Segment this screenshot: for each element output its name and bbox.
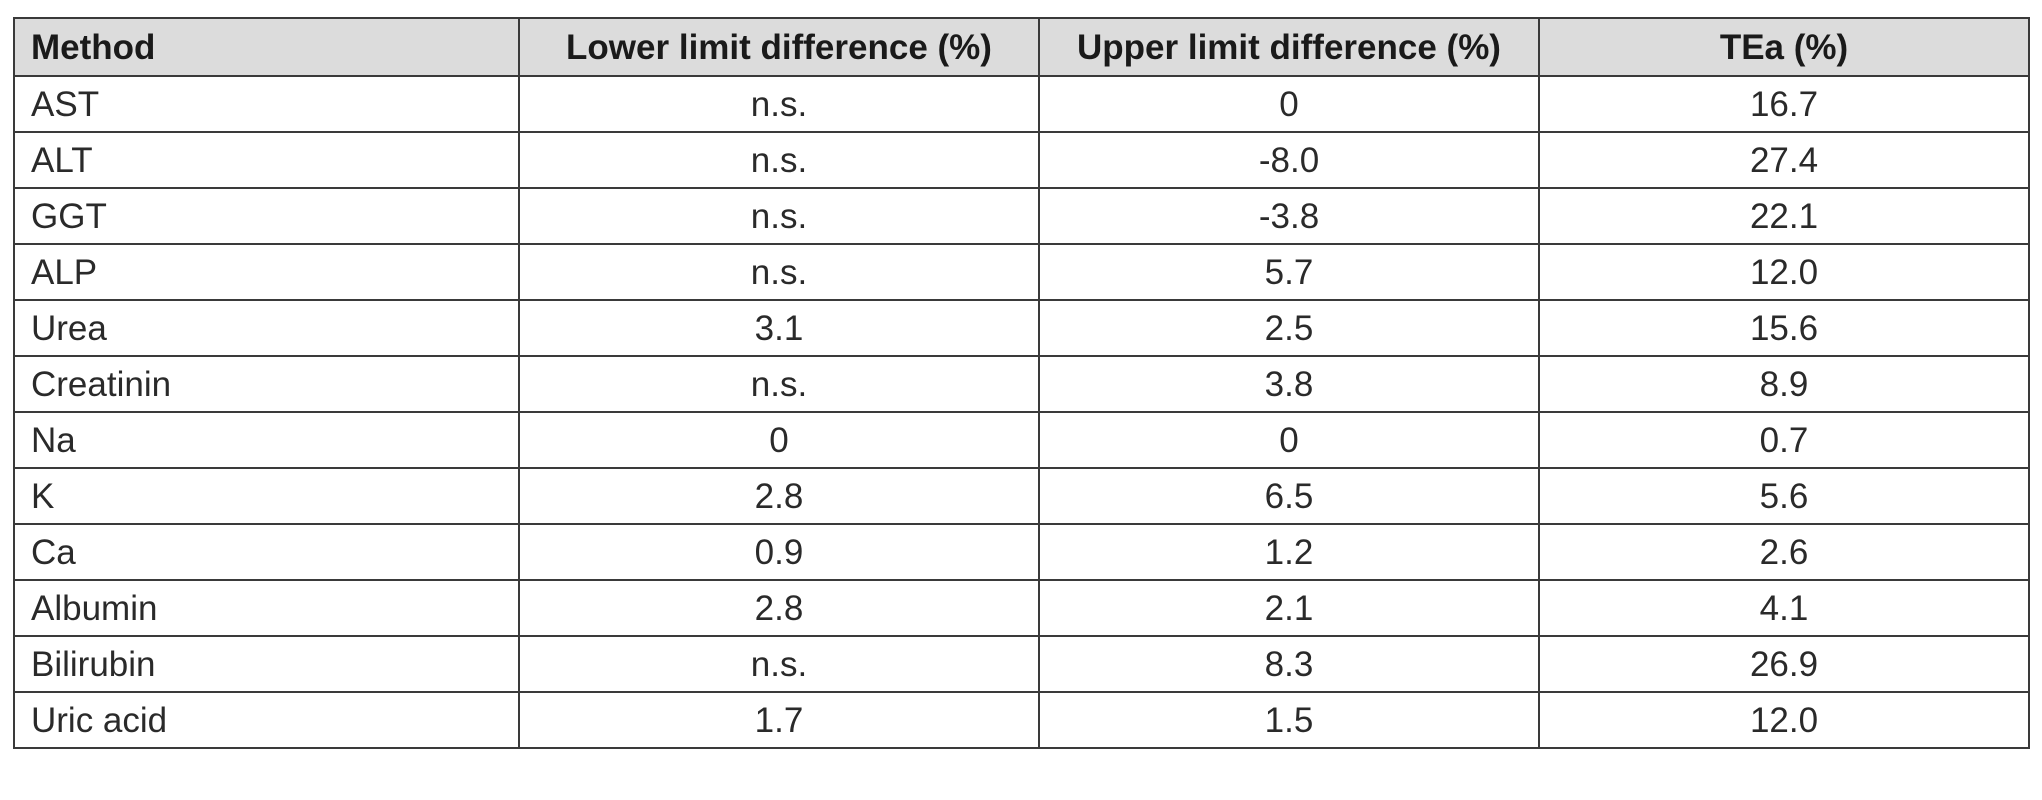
- table-row: ALP n.s. 5.7 12.0: [13, 243, 2030, 301]
- cell-method: Uric acid: [13, 691, 520, 749]
- cell-tea: 22.1: [1538, 187, 2030, 245]
- cell-tea: 16.7: [1538, 75, 2030, 133]
- cell-upper-limit: 3.8: [1038, 355, 1540, 413]
- table-header-row: Method Lower limit difference (%) Upper …: [13, 17, 2030, 77]
- cell-method: ALP: [13, 243, 520, 301]
- cell-upper-limit: 1.2: [1038, 523, 1540, 581]
- cell-method: GGT: [13, 187, 520, 245]
- cell-tea: 4.1: [1538, 579, 2030, 637]
- header-tea: TEa (%): [1538, 17, 2030, 77]
- cell-tea: 8.9: [1538, 355, 2030, 413]
- cell-upper-limit: 6.5: [1038, 467, 1540, 525]
- cell-tea: 12.0: [1538, 691, 2030, 749]
- table-row: Bilirubin n.s. 8.3 26.9: [13, 635, 2030, 693]
- cell-method: Urea: [13, 299, 520, 357]
- cell-upper-limit: 5.7: [1038, 243, 1540, 301]
- cell-lower-limit: 1.7: [518, 691, 1040, 749]
- cell-upper-limit: 2.5: [1038, 299, 1540, 357]
- cell-method: Bilirubin: [13, 635, 520, 693]
- cell-lower-limit: n.s.: [518, 131, 1040, 189]
- cell-method: K: [13, 467, 520, 525]
- table-row: AST n.s. 0 16.7: [13, 75, 2030, 133]
- cell-method: Creatinin: [13, 355, 520, 413]
- cell-tea: 5.6: [1538, 467, 2030, 525]
- header-lower-limit-difference: Lower limit difference (%): [518, 17, 1040, 77]
- results-table-container: Method Lower limit difference (%) Upper …: [13, 17, 2030, 749]
- cell-tea: 0.7: [1538, 411, 2030, 469]
- cell-lower-limit: n.s.: [518, 187, 1040, 245]
- cell-tea: 15.6: [1538, 299, 2030, 357]
- header-upper-limit-difference: Upper limit difference (%): [1038, 17, 1540, 77]
- cell-method: AST: [13, 75, 520, 133]
- cell-upper-limit: 0: [1038, 75, 1540, 133]
- cell-upper-limit: -3.8: [1038, 187, 1540, 245]
- cell-method: Albumin: [13, 579, 520, 637]
- table-row: K 2.8 6.5 5.6: [13, 467, 2030, 525]
- cell-upper-limit: 0: [1038, 411, 1540, 469]
- table-row: Urea 3.1 2.5 15.6: [13, 299, 2030, 357]
- table-row: Ca 0.9 1.2 2.6: [13, 523, 2030, 581]
- cell-method: Na: [13, 411, 520, 469]
- table-row: Albumin 2.8 2.1 4.1: [13, 579, 2030, 637]
- cell-tea: 27.4: [1538, 131, 2030, 189]
- cell-method: Ca: [13, 523, 520, 581]
- cell-lower-limit: 0.9: [518, 523, 1040, 581]
- cell-lower-limit: 2.8: [518, 467, 1040, 525]
- cell-upper-limit: 8.3: [1038, 635, 1540, 693]
- cell-upper-limit: -8.0: [1038, 131, 1540, 189]
- table-row: Creatinin n.s. 3.8 8.9: [13, 355, 2030, 413]
- results-table: Method Lower limit difference (%) Upper …: [13, 17, 2030, 749]
- cell-tea: 12.0: [1538, 243, 2030, 301]
- cell-lower-limit: n.s.: [518, 243, 1040, 301]
- cell-tea: 26.9: [1538, 635, 2030, 693]
- cell-upper-limit: 2.1: [1038, 579, 1540, 637]
- cell-lower-limit: n.s.: [518, 635, 1040, 693]
- cell-tea: 2.6: [1538, 523, 2030, 581]
- table-row: ALT n.s. -8.0 27.4: [13, 131, 2030, 189]
- table-row: GGT n.s. -3.8 22.1: [13, 187, 2030, 245]
- cell-lower-limit: 2.8: [518, 579, 1040, 637]
- cell-lower-limit: 0: [518, 411, 1040, 469]
- cell-lower-limit: n.s.: [518, 75, 1040, 133]
- table-row: Uric acid 1.7 1.5 12.0: [13, 691, 2030, 749]
- header-method: Method: [13, 17, 520, 77]
- cell-method: ALT: [13, 131, 520, 189]
- table-row: Na 0 0 0.7: [13, 411, 2030, 469]
- cell-upper-limit: 1.5: [1038, 691, 1540, 749]
- cell-lower-limit: 3.1: [518, 299, 1040, 357]
- cell-lower-limit: n.s.: [518, 355, 1040, 413]
